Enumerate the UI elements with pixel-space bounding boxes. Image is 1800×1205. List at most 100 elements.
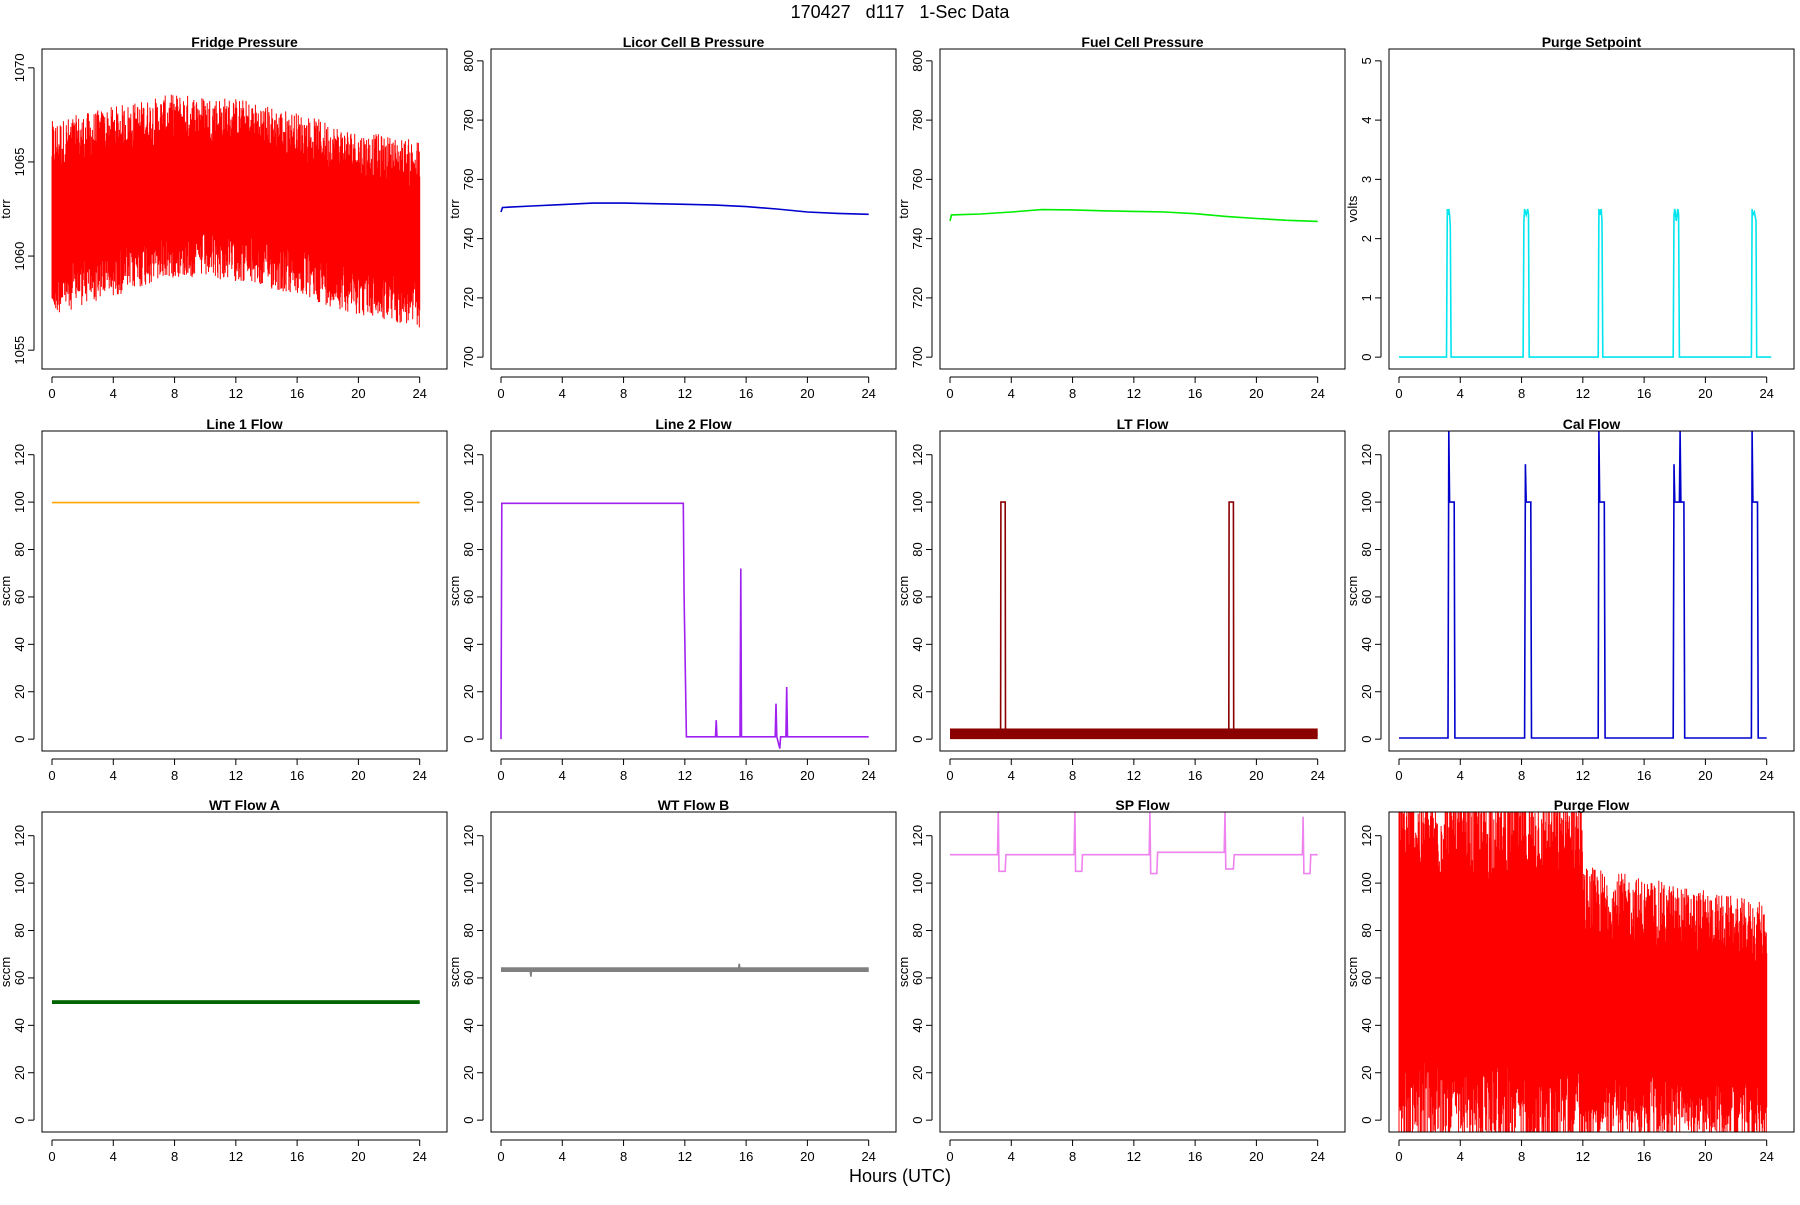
plot-frame — [939, 811, 1346, 1133]
y-tick-label: 120 — [910, 444, 925, 466]
chart-cal-flow: Cal Flow 0 4 8 12 16 20 24 0 20 40 60 80 100 120 sccm — [1345, 416, 1795, 783]
x-tick-label: 12 — [678, 386, 692, 401]
y-tick-label: 0 — [910, 1117, 925, 1124]
x-tick-label: 4 — [1457, 1149, 1464, 1164]
y-tick-label: 120 — [12, 825, 27, 847]
y-tick-label: 100 — [1359, 872, 1374, 894]
x-tick-label: 20 — [1249, 768, 1263, 783]
x-tick-label: 0 — [48, 768, 55, 783]
y-tick-label: 100 — [461, 872, 476, 894]
x-tick-label: 8 — [1518, 768, 1525, 783]
y-tick-label: 40 — [1359, 1018, 1374, 1032]
chart-line-2-flow: Line 2 Flow 0 4 8 12 16 20 24 0 20 40 60 80 100 120 scc… — [447, 416, 897, 783]
x-tick-label: 8 — [1069, 768, 1076, 783]
x-tick-label: 4 — [559, 386, 566, 401]
y-axis-label: sccm — [896, 957, 911, 987]
x-tick-label: 16 — [1188, 386, 1202, 401]
x-tick-label: 8 — [171, 1149, 178, 1164]
y-axis-label: sccm — [0, 576, 13, 606]
x-tick-label: 20 — [1249, 1149, 1263, 1164]
x-tick-label: 0 — [48, 1149, 55, 1164]
y-tick-label: 100 — [12, 872, 27, 894]
x-tick-label: 24 — [412, 768, 426, 783]
x-tick-label: 8 — [1518, 386, 1525, 401]
chart-title: Fridge Pressure — [191, 34, 298, 50]
y-tick-label: 60 — [910, 971, 925, 985]
y-tick-label: 40 — [12, 1018, 27, 1032]
y-tick-label: 20 — [910, 1066, 925, 1080]
x-tick-label: 16 — [739, 768, 753, 783]
x-tick-label: 16 — [290, 768, 304, 783]
y-tick-label: 3 — [1359, 176, 1374, 183]
figure-xlabel: Hours (UTC) — [849, 1166, 951, 1186]
x-tick-label: 20 — [1698, 1149, 1712, 1164]
y-tick-label: 80 — [12, 542, 27, 556]
y-tick-label: 40 — [12, 637, 27, 651]
y-tick-label: 120 — [12, 444, 27, 466]
series-line — [501, 963, 869, 977]
y-tick-label: 0 — [910, 736, 925, 743]
series-group — [1399, 431, 1767, 739]
y-tick-label: 40 — [1359, 637, 1374, 651]
y-tick-label: 2 — [1359, 235, 1374, 242]
series-group — [500, 202, 869, 216]
y-tick-label: 760 — [461, 169, 476, 191]
chart-title: Licor Cell B Pressure — [623, 34, 765, 50]
chart-title: Line 1 Flow — [206, 416, 282, 432]
x-tick-label: 8 — [1069, 386, 1076, 401]
x-tick-label: 12 — [1576, 768, 1590, 783]
plot-frame — [41, 48, 448, 370]
x-tick-label: 16 — [290, 1149, 304, 1164]
x-tick-label: 20 — [351, 386, 365, 401]
series-group — [949, 208, 1318, 223]
x-tick-label: 24 — [1310, 768, 1324, 783]
y-tick-label: 0 — [12, 736, 27, 743]
chart-title: LT Flow — [1117, 416, 1169, 432]
x-tick-label: 0 — [1395, 768, 1402, 783]
chart-title: Purge Setpoint — [1542, 34, 1642, 50]
y-tick-label: 60 — [12, 590, 27, 604]
y-tick-label: 1065 — [12, 147, 27, 176]
y-tick-label: 20 — [1359, 685, 1374, 699]
x-tick-label: 20 — [1698, 386, 1712, 401]
y-tick-label: 1055 — [12, 336, 27, 365]
series-group — [51, 94, 421, 328]
x-tick-label: 4 — [110, 1149, 117, 1164]
y-tick-label: 1060 — [12, 242, 27, 271]
y-axis-label: sccm — [447, 576, 462, 606]
y-tick-label: 40 — [910, 1018, 925, 1032]
series-group — [950, 812, 1318, 875]
x-tick-label: 20 — [800, 1149, 814, 1164]
x-tick-label: 20 — [351, 768, 365, 783]
y-tick-label: 60 — [461, 971, 476, 985]
x-tick-label: 8 — [1518, 1149, 1525, 1164]
y-axis-label: volts — [1345, 195, 1360, 222]
y-tick-label: 100 — [1359, 491, 1374, 513]
y-tick-label: 60 — [1359, 590, 1374, 604]
x-tick-label: 24 — [1759, 386, 1773, 401]
x-tick-label: 12 — [678, 1149, 692, 1164]
y-tick-label: 60 — [910, 590, 925, 604]
chart-fridge-pressure: Fridge Pressure 0 4 8 12 16 20 24 1055 1060 1065 10… — [0, 34, 448, 401]
x-tick-label: 0 — [497, 1149, 504, 1164]
x-tick-label: 20 — [800, 768, 814, 783]
chart-sp-flow: SP Flow 0 4 8 12 16 20 24 0 20 40 60 80 100 120 sccm — [896, 797, 1346, 1164]
x-tick-label: 0 — [497, 768, 504, 783]
x-tick-label: 4 — [1457, 386, 1464, 401]
y-axis-label: sccm — [1345, 957, 1360, 987]
series-noise-core — [1399, 882, 1767, 1081]
x-tick-label: 24 — [412, 386, 426, 401]
x-tick-label: 0 — [1395, 1149, 1402, 1164]
y-tick-label: 20 — [12, 685, 27, 699]
y-tick-label: 40 — [461, 637, 476, 651]
y-axis-label: torr — [447, 199, 462, 219]
y-axis-label: torr — [896, 199, 911, 219]
y-tick-label: 780 — [461, 109, 476, 131]
series-line — [500, 202, 869, 216]
x-tick-label: 0 — [48, 386, 55, 401]
y-tick-label: 740 — [910, 228, 925, 250]
chart-title: Line 2 Flow — [655, 416, 731, 432]
